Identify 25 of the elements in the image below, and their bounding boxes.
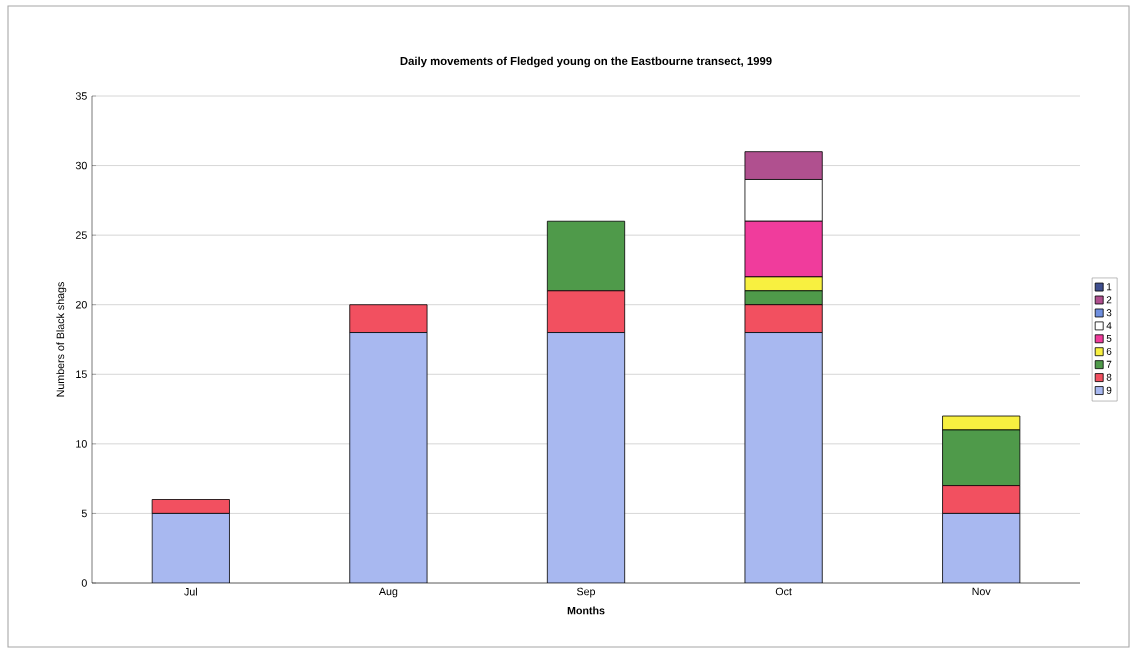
- y-tick-label: 25: [75, 231, 87, 239]
- y-tick-label: 30: [75, 161, 87, 170]
- y-tick-label: 15: [76, 370, 87, 379]
- legend-label: 2: [1106, 296, 1112, 304]
- legend-label: 5: [1106, 335, 1112, 342]
- legend-label: 6: [1106, 347, 1112, 355]
- y-axis-title: Numbers of Black shags: [56, 282, 67, 397]
- legend-label: 3: [1106, 309, 1112, 317]
- legend-label: 8: [1106, 373, 1112, 381]
- legend-label: 1: [1107, 283, 1112, 291]
- chart-title: Daily movements of Fledged young on the Eastbourne transect, 1999: [400, 56, 772, 68]
- y-tick-label: 10: [76, 440, 87, 448]
- x-tick-label: Oct: [775, 587, 792, 596]
- legend-label: 7: [1106, 360, 1112, 368]
- x-tick-label: Jul: [184, 587, 197, 596]
- legend-label: 9: [1106, 386, 1112, 394]
- x-tick-label: Sep: [577, 587, 596, 598]
- x-axis-title: Months: [567, 606, 605, 615]
- x-tick-label: Aug: [378, 587, 398, 598]
- y-tick-label: 35: [75, 92, 87, 100]
- x-tick-label: Nov: [972, 587, 991, 596]
- y-tick-label: 20: [75, 300, 87, 309]
- y-tick-label: 5: [81, 509, 87, 518]
- y-tick-label: 0: [81, 579, 87, 587]
- legend-label: 4: [1106, 322, 1112, 330]
